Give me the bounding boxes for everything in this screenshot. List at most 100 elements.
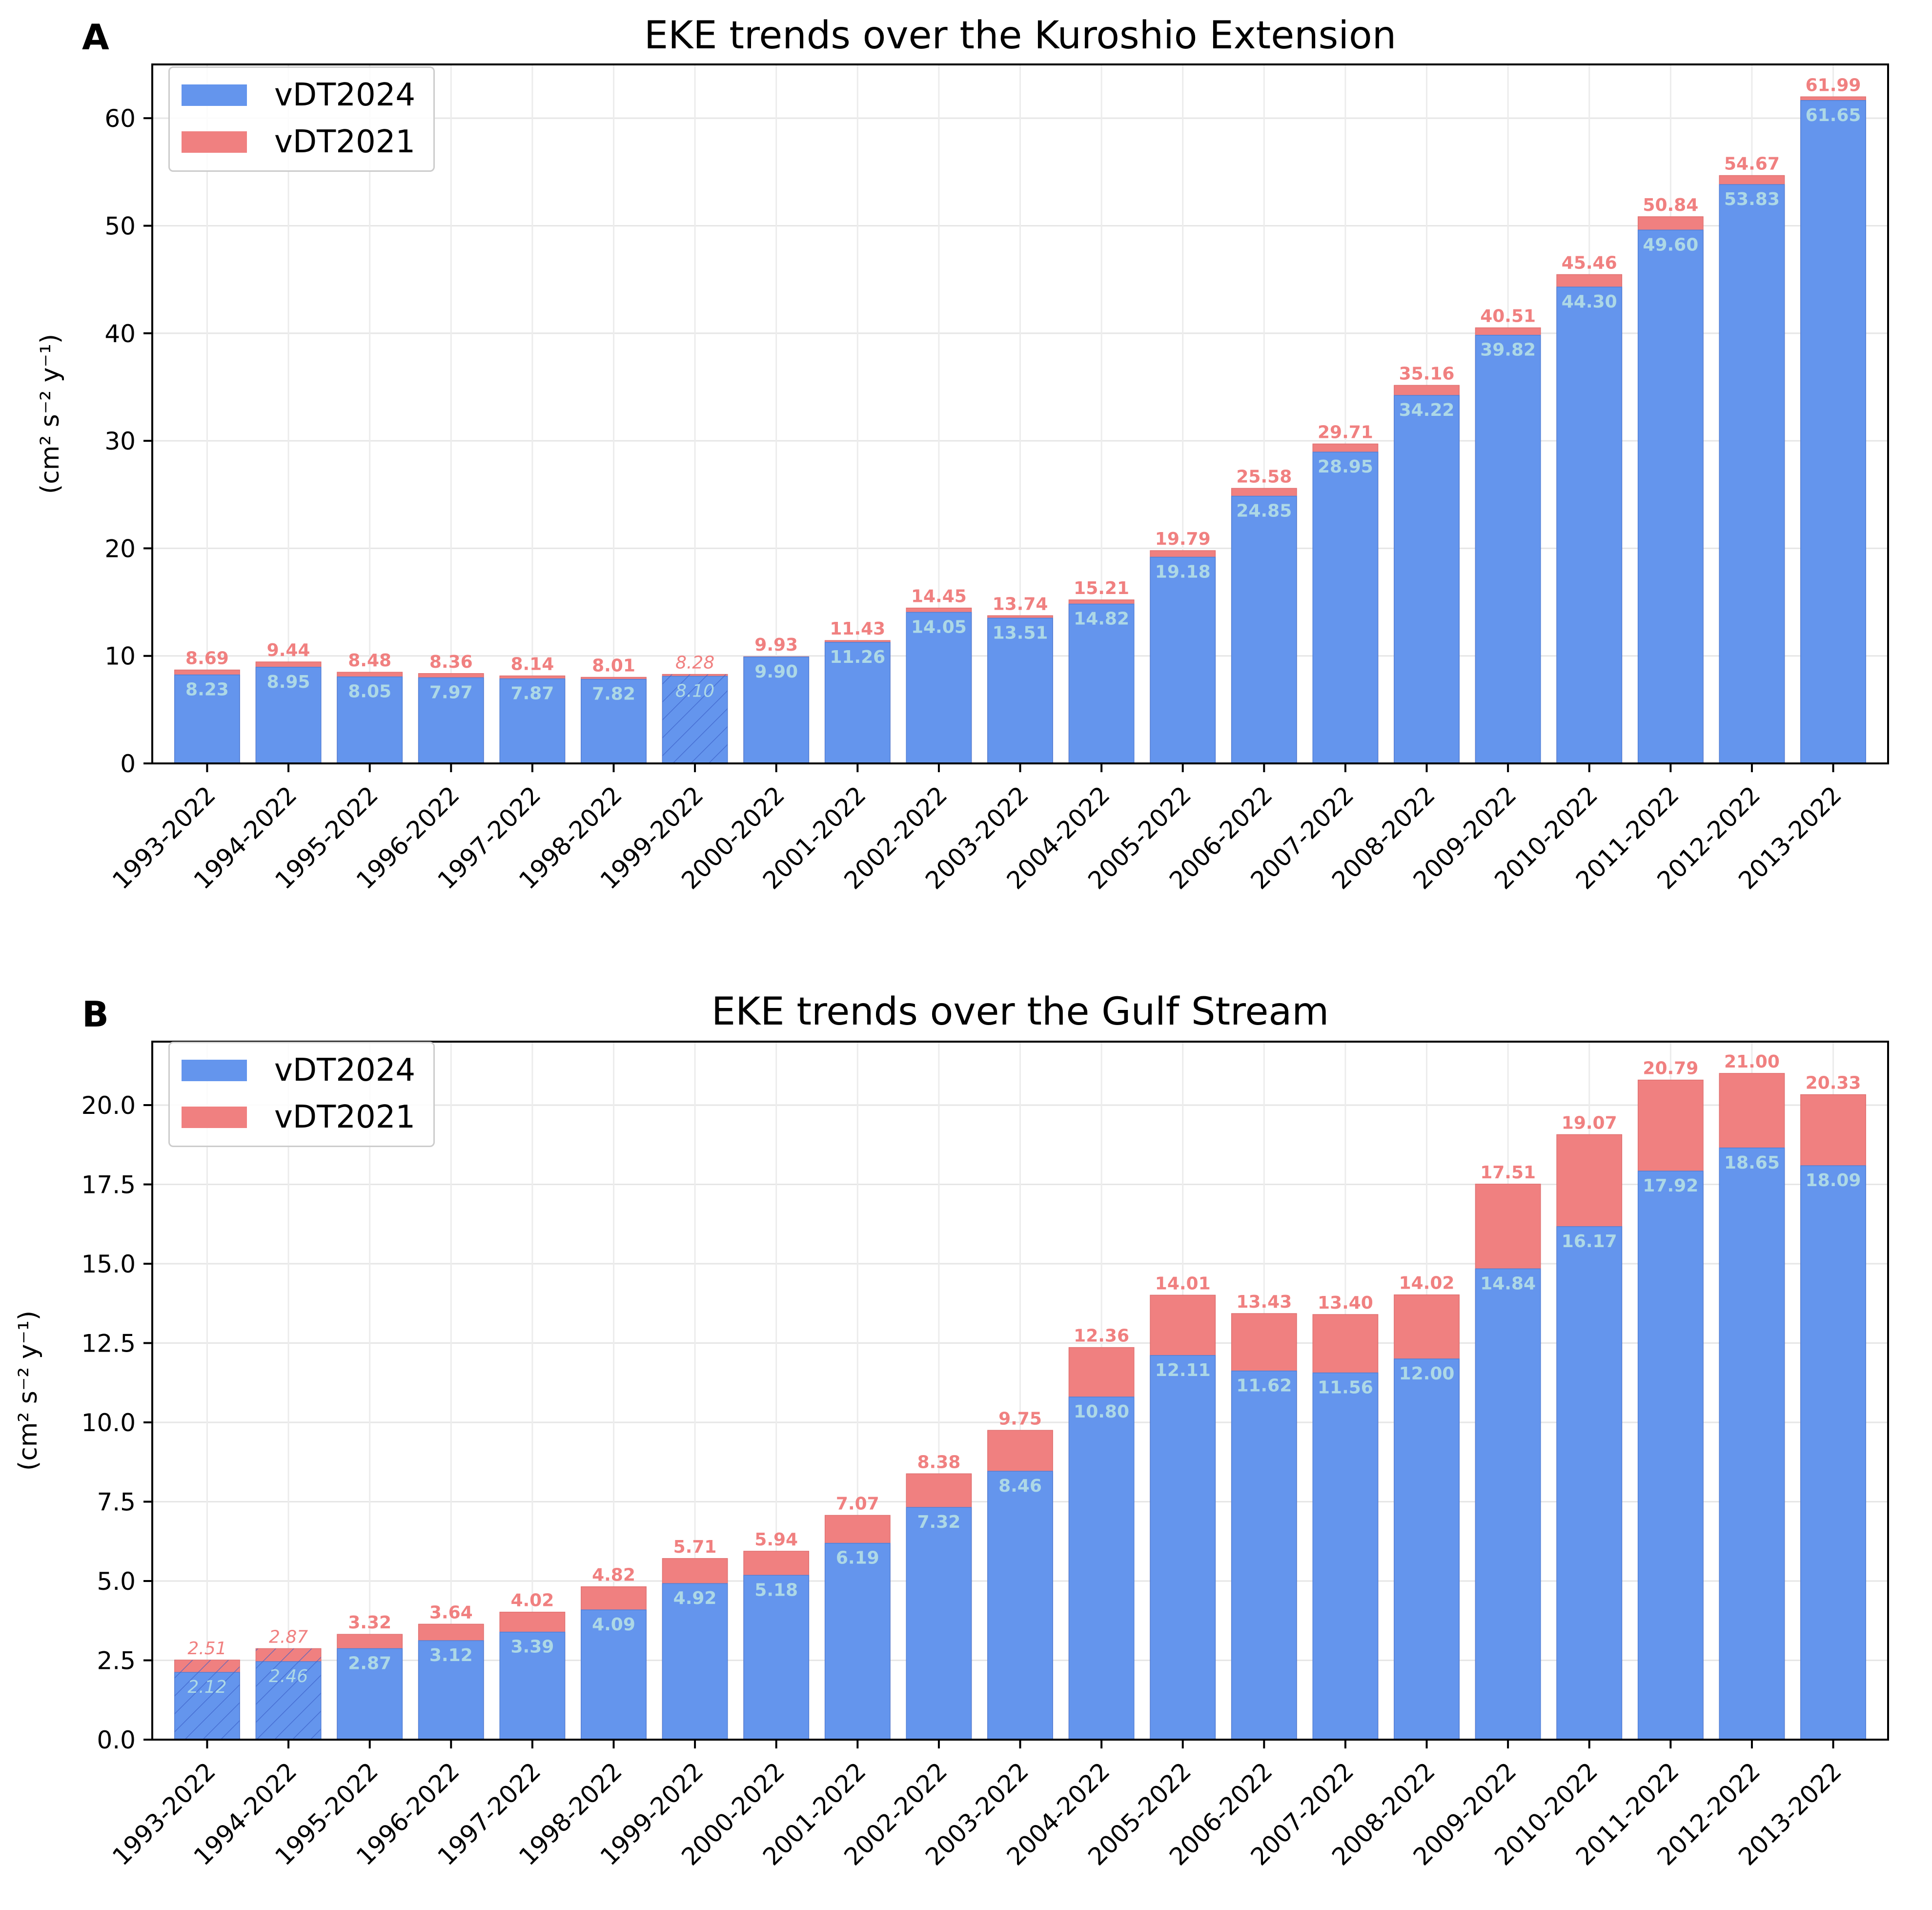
- data-label-vdt2024: 61.65: [1806, 105, 1861, 125]
- data-label-vdt2021: 14.01: [1155, 1273, 1211, 1294]
- panel-letter: B: [82, 994, 109, 1035]
- bar-vdt2024: [1556, 287, 1623, 764]
- data-label-vdt2024: 11.62: [1236, 1376, 1292, 1396]
- data-label-vdt2021: 8.28: [675, 653, 714, 673]
- data-label-vdt2024: 34.22: [1399, 400, 1455, 420]
- data-label-vdt2024: 12.00: [1399, 1364, 1455, 1384]
- legend-label: vDT2021: [274, 1099, 416, 1135]
- data-label-vdt2021: 8.48: [348, 651, 391, 671]
- legend-swatch-vdt2021: [182, 1107, 247, 1128]
- y-tick-label: 20.0: [81, 1091, 136, 1120]
- y-tick-label: 40: [104, 320, 136, 348]
- bar-vdt2024: [1312, 1372, 1379, 1740]
- chart-svg-b: 2.51 2.12 2.87 2.46 3.32 2.87 3.64 3.12 4.02 3.39…: [14, 1041, 1889, 1871]
- data-label-vdt2021: 9.93: [754, 635, 798, 655]
- data-label-vdt2024: 5.18: [754, 1580, 798, 1600]
- data-label-vdt2024: 17.92: [1643, 1176, 1698, 1196]
- bar-hatch: [256, 1648, 321, 1740]
- bar-vdt2024: [255, 667, 322, 764]
- data-label-vdt2024: 44.30: [1562, 292, 1617, 312]
- data-label-vdt2021: 21.00: [1724, 1052, 1780, 1072]
- data-label-vdt2021: 5.94: [754, 1530, 798, 1550]
- data-label-vdt2021: 8.01: [592, 656, 635, 676]
- bar-vdt2024: [499, 1631, 566, 1740]
- data-label-vdt2021: 9.44: [267, 640, 310, 660]
- legend-swatch-vdt2024: [182, 1060, 247, 1081]
- y-tick-label: 0.0: [97, 1726, 136, 1754]
- legend-item-vdt2024: vDT2024: [182, 1052, 415, 1088]
- data-label-vdt2021: 40.51: [1480, 307, 1536, 327]
- panel-a: A EKE trends over the Kuroshio Extension…: [36, 14, 1889, 895]
- y-tick-label: 10: [104, 642, 136, 671]
- legend: vDT2024 vDT2021: [168, 1042, 435, 1147]
- data-label-vdt2024: 12.11: [1155, 1360, 1211, 1380]
- bar-vdt2024: [1475, 334, 1541, 764]
- bar-vdt2024: [1150, 1355, 1216, 1740]
- data-label-vdt2024: 3.39: [510, 1637, 554, 1657]
- data-label-vdt2024: 11.56: [1318, 1378, 1373, 1398]
- data-label-vdt2021: 35.16: [1399, 364, 1455, 384]
- data-label-vdt2021: 2.51: [187, 1639, 226, 1659]
- data-label-vdt2021: 61.99: [1806, 75, 1861, 95]
- data-label-vdt2021: 14.45: [911, 587, 967, 607]
- data-label-vdt2021: 7.07: [836, 1494, 879, 1514]
- bar-vdt2024: [1637, 229, 1704, 764]
- legend-item-vdt2021: vDT2021: [182, 124, 415, 160]
- y-tick-label: 17.5: [81, 1171, 136, 1199]
- bar-vdt2024: [1394, 395, 1460, 764]
- data-label-vdt2024: 19.18: [1155, 562, 1211, 582]
- data-label-vdt2024: 18.65: [1724, 1153, 1780, 1173]
- panel-b: B EKE trends over the Gulf Stream 2.51 2.…: [0, 955, 1932, 1910]
- data-label-vdt2021: 2.87: [269, 1627, 308, 1647]
- legend-item-vdt2024: vDT2024: [182, 77, 416, 113]
- data-label-vdt2021: 17.51: [1480, 1163, 1536, 1183]
- bar-vdt2024: [1800, 100, 1866, 764]
- y-tick-label: 0: [120, 750, 136, 778]
- bar-vdt2024: [1150, 556, 1216, 764]
- bar-vdt2024: [581, 1609, 647, 1740]
- data-label-vdt2024: 7.87: [510, 684, 554, 704]
- bar-hatch: [662, 674, 728, 763]
- data-label-vdt2021: 54.67: [1724, 154, 1780, 174]
- bar-vdt2024: [1800, 1165, 1866, 1740]
- data-label-vdt2021: 19.07: [1562, 1113, 1617, 1133]
- bars: [174, 1073, 1866, 1740]
- data-label-vdt2021: 8.38: [917, 1452, 960, 1472]
- data-label-vdt2024: 16.17: [1562, 1232, 1617, 1252]
- data-label-vdt2024: 14.05: [911, 617, 967, 637]
- bar-vdt2024: [337, 1648, 403, 1740]
- legend-label: vDT2024: [274, 77, 416, 113]
- data-label-vdt2021: 8.14: [510, 655, 554, 675]
- data-label-vdt2021: 4.82: [592, 1565, 635, 1585]
- chart-svg-a: 8.69 8.23 9.44 8.95 8.48 8.05 8.36 7.97 8.14 7.87…: [36, 63, 1889, 895]
- data-label-vdt2021: 45.46: [1562, 253, 1617, 273]
- data-label-vdt2024: 6.19: [836, 1548, 879, 1568]
- y-axis-label: (cm² s⁻² y⁻¹): [14, 1311, 43, 1471]
- bar-vdt2024: [1637, 1171, 1704, 1740]
- legend: vDT2024 vDT2021: [168, 66, 435, 172]
- data-label-vdt2024: 14.82: [1074, 609, 1129, 629]
- data-label-vdt2024: 4.09: [592, 1615, 635, 1635]
- y-tick-label: 7.5: [97, 1488, 136, 1517]
- data-label-vdt2021: 29.71: [1318, 422, 1373, 442]
- data-label-vdt2021: 20.33: [1806, 1073, 1861, 1093]
- bar-vdt2024: [337, 676, 403, 764]
- bar-vdt2024: [824, 1542, 891, 1740]
- data-label-vdt2021: 13.43: [1236, 1292, 1292, 1312]
- data-label-vdt2021: 13.40: [1318, 1293, 1373, 1313]
- bar-vdt2024: [1719, 184, 1785, 764]
- data-label-vdt2024: 8.05: [348, 682, 391, 702]
- y-tick-label: 20: [104, 534, 136, 563]
- bar-vdt2024: [174, 674, 240, 764]
- y-tick-label: 2.5: [97, 1647, 136, 1675]
- data-label-vdt2024: 8.10: [675, 681, 714, 701]
- bar-vdt2024: [1719, 1148, 1785, 1740]
- data-label-vdt2024: 8.46: [998, 1476, 1042, 1496]
- y-tick-label: 5.0: [97, 1567, 136, 1596]
- data-label-vdt2024: 2.46: [269, 1666, 308, 1686]
- bar-vdt2024: [1231, 495, 1297, 764]
- legend-swatch-vdt2024: [182, 84, 247, 106]
- data-label-vdt2024: 2.87: [348, 1653, 391, 1673]
- bar-vdt2024: [1231, 1370, 1297, 1740]
- data-label-vdt2021: 25.58: [1236, 467, 1292, 487]
